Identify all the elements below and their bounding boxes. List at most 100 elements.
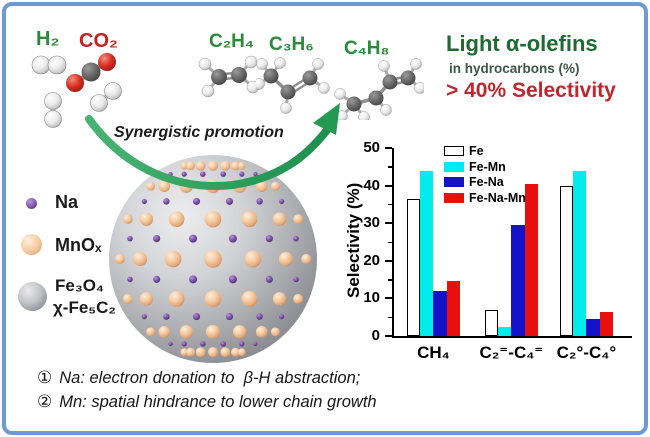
y-axis-title: Selectivity (%) [344,182,363,298]
c3h6-label: C₃H₆ [269,34,314,55]
footnote-2-text: Mn: spatial hindrance to lower chain gro… [59,393,377,411]
na-dot [181,341,187,347]
c4h8-molecule [334,58,424,120]
y-minor-tick [388,241,392,243]
na-dot [220,341,226,347]
na-dot [293,235,299,242]
mnox-dot [244,250,262,268]
na-dot [253,171,258,177]
legend-item: Fe [444,144,484,158]
fe5c2-legend-label: χ-Fe₅C₂ [53,298,116,317]
mnox-dot [164,250,182,268]
bar-fe-na [586,319,600,336]
co2-label: CO₂ [79,30,118,52]
legend-swatch [444,146,464,156]
na-dot [200,341,206,347]
chart-plot-area: 0 10 20 30 40 50 CH₄ C₂⁼-C₄⁼ C₂°-C₄° Fe Fe-Mn Fe-Na… [363,139,632,362]
mnox-dot [206,324,220,339]
na-dot [239,341,245,347]
mnox-dot [180,348,189,357]
mnox-dot [255,326,268,338]
mnox-dot [207,347,219,358]
na-dot [192,197,201,205]
bar-fe-mn [498,326,512,336]
mnox-dot [204,250,222,268]
y-minor-tick [388,279,392,281]
bar-fe [485,309,499,336]
na-legend-dot [26,198,37,209]
y-tick-label: 0 [371,327,380,344]
y-tick [385,297,392,300]
na-dot [279,314,285,320]
c2h4-molecule [198,55,260,98]
footnote-2: ② Mn: spatial hindrance to lower chain gr… [37,392,377,412]
na-dot [253,341,258,347]
h2-molecule-3 [90,82,122,112]
legend-label: Fe-Na-Mn [469,190,526,205]
mnox-dot [158,180,171,192]
na-dot [265,275,273,283]
footnote-1: ① Na: electron donation to β-H abstractio… [37,368,360,388]
na-dot [163,313,170,320]
h2-molecule [31,55,67,75]
mnox-dot [158,326,171,338]
mnox-dot [220,160,231,171]
na-dot [168,341,173,347]
mnox-dot [204,210,222,228]
na-dot [265,235,273,243]
mnox-dot [207,160,219,171]
bar-fe [407,198,421,336]
y-tick [385,184,392,187]
na-dot [225,313,234,321]
na-dot [228,275,237,284]
h2-label: H₂ [36,28,60,50]
catalyst-sphere [109,155,317,363]
na-dot [168,171,173,177]
y-tick-label: 50 [363,139,380,156]
mnox-dot [293,214,304,225]
mnox-legend-dot [21,234,42,255]
mnox-dot [278,252,293,266]
footnote-2-number: ② [37,392,53,411]
y-minor-tick [388,166,392,168]
mnox-dot [293,293,304,304]
bar-fe-na [433,290,447,336]
na-dot [256,313,263,320]
mnox-dot [270,181,280,191]
y-tick [385,335,392,337]
mnox-dot [206,179,220,194]
mnox-dot [272,212,287,226]
na-dot [141,314,147,320]
na-dot [163,198,170,205]
na-dot [192,313,201,321]
mnox-dot [168,290,185,307]
mnox-dot [186,347,195,357]
legend-item: Fe-Na-Mn [444,191,526,205]
y-tick-label: 20 [363,251,380,269]
legend-label: Fe-Mn [469,159,506,174]
legend-swatch [444,177,464,187]
footnote-1-text: Na: electron donation to β-H abstraction… [59,369,361,387]
y-tick-label: 10 [363,289,380,307]
mnox-dot [237,348,246,357]
headline-title: Light α-olefins [446,31,598,56]
mnox-dot [220,347,231,358]
mnox-dot [232,179,247,193]
fe3o4-legend-label: Fe₃O₄ [55,276,105,295]
mnox-dot [270,327,280,337]
mnox-dot [146,327,156,337]
mnox-dot [179,325,194,339]
c2h4-label: C₂H₄ [209,31,254,52]
mnox-legend-label: MnOₓ [55,235,102,255]
na-dot [127,235,133,242]
mnox-dot [301,253,312,265]
mnox-dot [186,161,195,171]
na-dot [200,171,206,177]
h2-molecule-2 [44,92,62,128]
fe3o4-legend-dot [18,282,47,311]
mnox-dot [146,181,156,191]
co2-molecule [66,53,116,92]
bar-fe-na-mn [524,183,538,336]
mnox-dot [139,212,154,226]
